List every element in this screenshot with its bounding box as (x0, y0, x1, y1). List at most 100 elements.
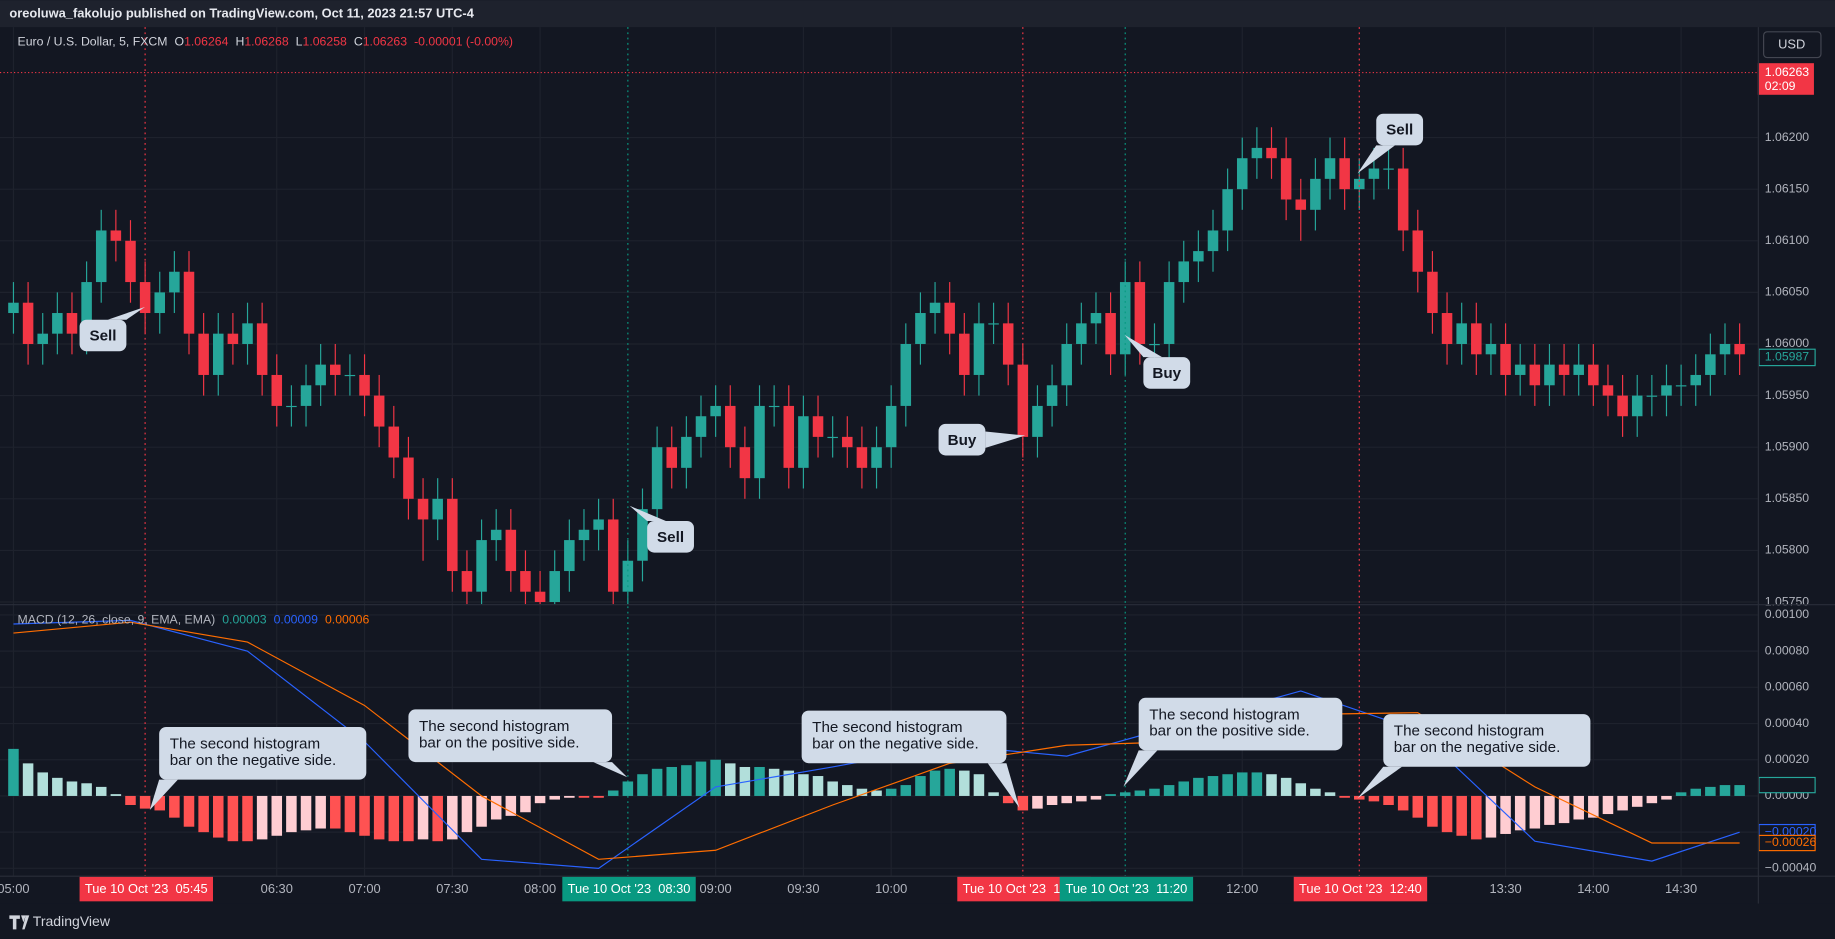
candle-body (154, 292, 166, 314)
histogram-bar (768, 768, 780, 796)
histogram-bar (944, 768, 955, 796)
candle-body (1207, 230, 1219, 252)
candle-body (1588, 364, 1599, 386)
histogram-bar (256, 795, 268, 840)
histogram-bar (1500, 795, 1511, 834)
candle-body (1397, 168, 1409, 231)
x-tick-label: 10:00 (875, 881, 907, 896)
candle-body (929, 302, 941, 314)
callout-pointer (987, 763, 1020, 808)
candle-body (1412, 230, 1424, 272)
histogram-bar (798, 774, 809, 796)
candle-body (476, 540, 487, 592)
candle-body (1675, 385, 1687, 387)
candle-body (198, 333, 209, 375)
histogram-bar (1602, 795, 1614, 815)
histogram-bar (1222, 774, 1233, 796)
callout-text: The second histogram (419, 718, 569, 735)
histogram-bar (973, 774, 985, 796)
candle-body (1163, 282, 1175, 344)
ohlc-legend: Euro / U.S. Dollar, 5, FXCM O1.06264 H1.06… (18, 35, 513, 49)
y-tick-label: 0.00040 (1765, 716, 1810, 730)
candle-body (534, 591, 546, 603)
content: 05:00 06:30 07:00 07:30 08:00 09:00 09:30 10:00… (0, 27, 1816, 902)
candle-body (417, 498, 429, 520)
candle-body (1149, 343, 1160, 346)
candle-body (959, 333, 970, 375)
histogram-bar (1266, 774, 1277, 796)
h-value: 1.06268 (244, 35, 289, 49)
candle-body (125, 240, 136, 283)
candle-body (344, 374, 356, 377)
candle-body (856, 447, 868, 468)
histogram-bar (915, 776, 926, 796)
candle-body (1383, 168, 1394, 170)
histogram-bar (1485, 795, 1497, 838)
callout-box (647, 520, 694, 553)
candle-body (1485, 343, 1497, 355)
currency-label[interactable]: USD (1778, 37, 1805, 52)
candle-body (447, 498, 458, 572)
histogram-bar (1368, 795, 1380, 802)
candle-body (1061, 343, 1072, 386)
histogram-bar (1690, 788, 1702, 796)
histogram-bar (1193, 777, 1204, 796)
footer-brand: TradingView (33, 913, 111, 929)
histogram-bar (724, 763, 736, 796)
candle-body (695, 416, 707, 437)
histogram-bar (1631, 795, 1643, 807)
histogram-bar (66, 781, 78, 796)
x-tick-label: 05:00 (0, 881, 30, 896)
candle-body (1090, 313, 1102, 324)
x-tick-label: 08:00 (524, 881, 556, 896)
candle-body (607, 519, 619, 592)
histogram-bar (1734, 785, 1745, 796)
candle-body (578, 529, 590, 541)
candle-body (95, 230, 107, 283)
candle-body (1617, 395, 1628, 417)
histogram-bar (1588, 795, 1599, 818)
callout-text: Sell (89, 328, 116, 345)
histogram-bar (1178, 781, 1190, 796)
x-tick-label: 07:30 (436, 881, 468, 896)
candle-body (1032, 405, 1043, 437)
candle-body (900, 343, 912, 406)
histogram-bar (95, 786, 107, 796)
histogram-bar (695, 761, 707, 796)
histogram-bar (885, 788, 897, 796)
marker-label: Tue 10 Oct '23 10:45 (963, 881, 1086, 896)
histogram-bar (1324, 792, 1336, 796)
histogram-bar (1558, 795, 1570, 824)
histogram-bar (1471, 795, 1482, 840)
candle-body (1705, 354, 1716, 375)
x-tick-label: 09:30 (787, 881, 819, 896)
change: -0.00001 (-0.00%) (414, 35, 513, 49)
marker-tag (1293, 876, 1428, 902)
callout-box (1138, 697, 1343, 751)
candle-body (798, 416, 809, 468)
candle-body (1456, 323, 1467, 344)
histogram-bar (359, 795, 370, 836)
callout-text: bar on the negative side. (812, 736, 979, 753)
histogram-bar (403, 795, 414, 842)
candle-body (885, 405, 897, 448)
callout-pointer (149, 779, 178, 811)
candle-body (256, 323, 268, 375)
currency-button[interactable] (1763, 31, 1822, 59)
candle-body (330, 364, 341, 375)
footer-bar (0, 903, 1835, 939)
price-tag-timer: 02:09 (1765, 79, 1796, 93)
histogram-bar (842, 785, 853, 796)
candle-body (1471, 323, 1482, 355)
candle-body (169, 271, 180, 293)
candle-body (1500, 343, 1511, 375)
candle-body (1558, 364, 1570, 375)
callout-box (1383, 714, 1591, 767)
histogram-bar (607, 790, 619, 796)
y-tick-label: 1.06100 (1765, 233, 1810, 247)
y-tick-label: 1.05850 (1765, 491, 1810, 505)
candle-body (1280, 158, 1292, 200)
callout-pointer (1357, 145, 1395, 174)
histogram-bar (1032, 795, 1043, 809)
